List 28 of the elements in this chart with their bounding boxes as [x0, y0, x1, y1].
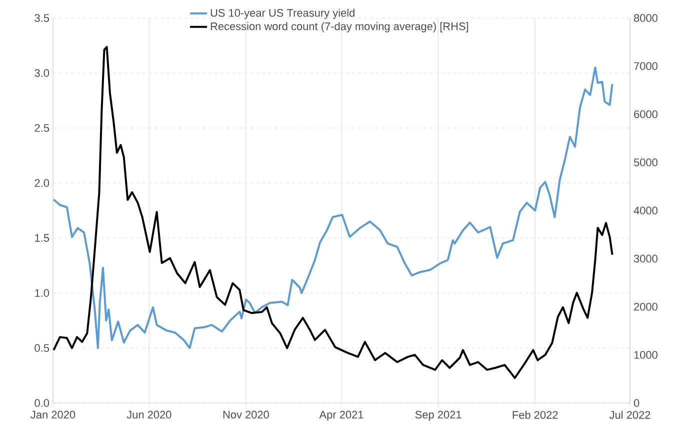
y-tick-label: 3.5: [34, 14, 50, 22]
legend-label: Recession word count (7-day moving average) [RHS]: [210, 22, 468, 32]
y-tick-label: 3.0: [34, 69, 50, 77]
y2-tick-label: 7000: [634, 62, 658, 70]
y-tick-label: 1.0: [35, 289, 50, 297]
x-tick-label: Jun 2020: [126, 410, 172, 419]
y-tick-label: 2.5: [34, 124, 50, 132]
y-tick-label: 0.5: [34, 344, 50, 352]
x-tick-label: Jul 2022: [609, 410, 650, 419]
y-tick-label: 2.0: [34, 179, 50, 187]
y2-tick-label: 8000: [634, 14, 658, 22]
y-tick-label: 1.5: [35, 234, 50, 242]
legend-label: US 10-year US Treasury yield: [210, 8, 354, 19]
y2-tick-label: 1000: [634, 351, 658, 359]
y2-tick-label: 0: [634, 399, 640, 407]
line-series: [52, 66, 614, 349]
x-tick-label: Jan 2020: [30, 410, 76, 419]
y2-tick-label: 4000: [634, 206, 658, 214]
y2-tick-label: 5000: [634, 158, 658, 166]
line-series: [52, 46, 614, 379]
y2-tick-label: 3000: [634, 254, 658, 263]
x-tick-label: Apr 2021: [319, 410, 364, 421]
x-tick-label: Sep 2021: [415, 410, 462, 421]
y2-tick-label: 2000: [634, 302, 658, 311]
x-tick-label: Feb 2022: [512, 410, 558, 419]
y2-tick-label: 6000: [634, 110, 658, 118]
y-tick-label: 0.0: [34, 399, 50, 407]
x-tick-label: Nov 2020: [223, 410, 269, 419]
